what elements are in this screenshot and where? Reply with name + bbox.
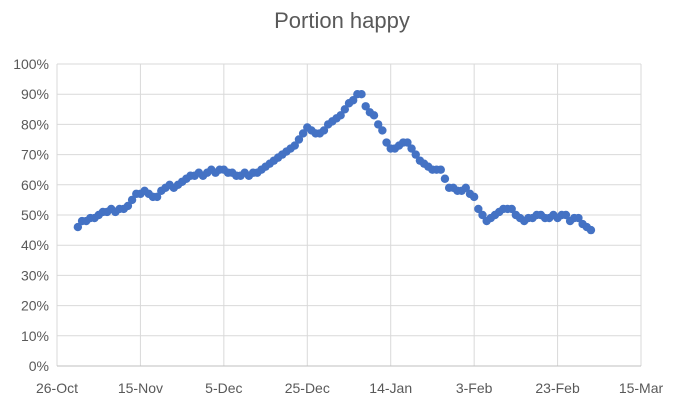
data-point — [574, 213, 583, 223]
data-point — [461, 183, 470, 193]
data-point — [440, 174, 450, 183]
data-point — [469, 192, 479, 202]
data-point — [507, 204, 516, 214]
y-tick-label: 20% — [21, 298, 49, 314]
data-point — [294, 135, 304, 144]
data-point — [336, 111, 345, 120]
data-point — [374, 120, 383, 129]
x-tick-label: 15-Mar — [619, 380, 664, 396]
data-point — [152, 192, 162, 202]
data-point — [478, 210, 487, 220]
data-point — [361, 102, 370, 111]
data-point — [561, 210, 571, 220]
y-axis-labels: 0% 10% 20% 30% 40% 50% 60% 70% 80% 90% 100% — [13, 56, 49, 374]
x-tick-label: 25-Dec — [285, 380, 330, 396]
y-tick-label: 30% — [21, 267, 49, 283]
data-point — [73, 222, 83, 232]
data-point — [340, 105, 350, 114]
y-tick-label: 0% — [29, 358, 49, 374]
y-tick-label: 80% — [21, 116, 49, 132]
y-tick-label: 100% — [13, 56, 49, 72]
y-tick-label: 50% — [21, 207, 49, 223]
data-point — [474, 204, 483, 214]
y-tick-label: 40% — [21, 237, 49, 253]
x-tick-label: 26-Oct — [36, 380, 78, 396]
chart-title: Portion happy — [274, 8, 410, 33]
x-tick-label: 15-Nov — [118, 380, 163, 396]
data-point — [369, 111, 379, 120]
data-point — [411, 150, 420, 159]
data-point — [403, 138, 412, 147]
data-points — [73, 90, 596, 235]
data-point — [407, 144, 416, 153]
data-point — [127, 195, 137, 205]
data-point — [382, 138, 391, 147]
data-point — [357, 90, 366, 99]
x-tick-label: 5-Dec — [205, 380, 242, 396]
data-point — [378, 126, 387, 135]
data-point — [436, 165, 445, 174]
horizontal-gridlines — [57, 63, 641, 367]
x-tick-label: 3-Feb — [456, 380, 493, 396]
data-point — [290, 141, 299, 150]
y-tick-label: 60% — [21, 177, 49, 193]
y-tick-label: 10% — [21, 328, 49, 344]
data-point — [586, 225, 596, 235]
y-tick-label: 70% — [21, 147, 49, 163]
data-point — [348, 96, 358, 105]
data-point — [319, 126, 329, 135]
x-axis-labels: 26-Oct 15-Nov 5-Dec 25-Dec 14-Jan 3-Feb 23-Feb… — [36, 380, 664, 396]
data-point — [298, 129, 308, 138]
y-tick-label: 90% — [21, 86, 49, 102]
x-tick-label: 23-Feb — [535, 380, 580, 396]
data-point — [123, 201, 133, 211]
x-tick-label: 14-Jan — [369, 380, 412, 396]
